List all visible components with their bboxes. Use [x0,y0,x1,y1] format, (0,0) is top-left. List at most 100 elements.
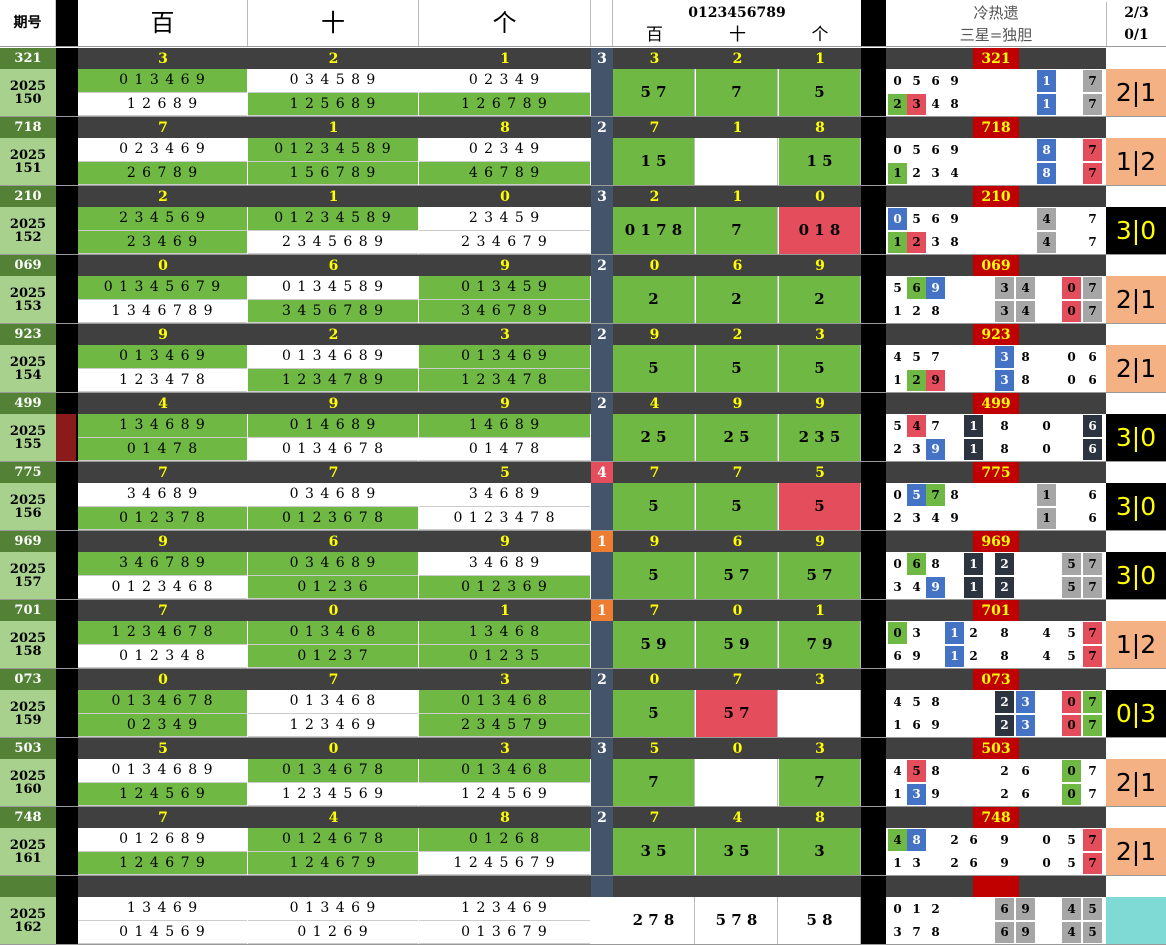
hot-cold-cell: 1 [888,369,907,391]
shi-candidate-upper: 0 1 3 4 6 8 [248,621,418,645]
digits-bar [613,186,861,207]
hot-cold-cell [1016,438,1035,460]
period-draw: 748 [0,807,56,828]
draw-bar [78,48,591,69]
hot-cold-cell [945,714,964,736]
hot-cold-cell: 5 [1062,829,1081,851]
row-rule [0,461,1166,462]
bai-candidate-upper: 1 3 4 6 9 [78,897,247,921]
ge-candidate-lower: 0 1 3 6 7 9 [419,920,590,944]
count-badge: 2 [591,669,613,690]
hot-cold-cell: 2 [995,553,1014,575]
position-ps: 5 7 [696,690,778,737]
shi-candidate-lower: 1 2 3 4 6 9 [248,713,418,737]
draw-badge: 503 [973,738,1019,759]
sub-digit-ge: 0 [815,188,825,205]
hot-cold-cell: 9 [926,369,945,391]
position-ps: 2 [696,276,778,323]
hot-cold-cell: 5 [1062,553,1081,575]
hot-cold-cell: 9 [995,852,1014,874]
hot-cold-cell [964,346,983,368]
hot-cold-cell: 0 [888,139,907,161]
hot-cold-cell [1062,93,1081,115]
sub-digit-ge: 9 [815,533,825,550]
period-year: 2025 [0,414,56,438]
bai-candidate-lower: 1 3 4 6 7 8 9 [78,299,247,323]
shi-candidate-lower: 1 2 3 4 7 8 9 [248,368,418,392]
hot-cold-cell: 4 [888,346,907,368]
hot-cold-cell [1016,139,1035,161]
hot-cold-cell [995,484,1014,506]
position-ps: 7 [696,207,778,254]
digits-bar [613,876,861,897]
row-rule [0,254,1166,255]
hot-cold-cell [1062,208,1081,230]
sub-digit-bai: 7 [649,464,660,481]
hot-cold-cell: 0 [888,898,907,920]
hot-cold-cell: 9 [926,714,945,736]
draw-badge: 073 [973,669,1019,690]
hot-cold-cell [1016,622,1035,644]
hot-cold-cell: 3 [1016,714,1035,736]
hot-cold-cell: 6 [926,208,945,230]
period-year: 2025 [0,138,56,162]
black-divider-right [861,324,886,393]
sub-digit-shi: 2 [732,326,743,343]
period-number: 153 [0,299,56,323]
row-rule [0,323,1166,324]
hot-cold-cell: 0 [1062,760,1081,782]
position-ps: 5 [696,345,778,392]
ge-candidate-lower: 3 4 6 7 8 9 [419,299,590,323]
count-slot [591,138,613,185]
sub-digit-bai: 3 [649,50,660,67]
period-draw: 718 [0,117,56,138]
sub-digit-ge: 8 [815,809,825,826]
hot-cold-cell: 2 [995,714,1014,736]
hot-cold-cell: 8 [1037,139,1056,161]
hot-cold-cell: 3 [995,369,1014,391]
hot-cold-cell: 2 [964,645,983,667]
bai-candidate-lower: 1 2 6 8 9 [78,92,247,116]
hot-cold-cell: 9 [926,438,945,460]
shi-candidate-upper: 0 1 3 4 6 8 9 [248,345,418,369]
count-slot [591,621,613,668]
period-draw: 969 [0,531,56,552]
draw-badge: 499 [973,393,1019,414]
header-rule [0,46,1166,47]
ge-candidate-lower: 1 2 6 7 8 9 [419,92,590,116]
hot-cold-cell: 7 [1083,231,1102,253]
period-number: 159 [0,713,56,737]
hot-cold-cell: 9 [945,507,964,529]
digits-bar [613,48,861,69]
hot-cold-cell [926,622,945,644]
count-slot [591,690,613,737]
black-divider-left [56,876,78,945]
shi-candidate-lower: 3 4 5 6 7 8 9 [248,299,418,323]
sub-digit-ge: 3 [815,671,825,688]
hot-cold-cell: 6 [1016,783,1035,805]
hot-cold-cell [945,553,964,575]
hot-cold-cell: 3 [888,576,907,598]
count-slot [591,207,613,254]
sub-digit-bai: 7 [649,119,660,136]
hot-cold-cell: 9 [926,576,945,598]
count-slot [591,897,613,944]
hot-cold-cell [1037,760,1056,782]
draw-digit-shi: 2 [328,50,339,67]
period-year: 2025 [0,759,56,783]
black-divider-right [861,807,886,876]
draw-bar [78,117,591,138]
sub-digit-bai: 7 [649,809,660,826]
ge-candidate-lower: 0 1 2 3 6 9 [419,575,590,599]
draw-digit-ge: 8 [500,119,510,136]
hot-cold-cell: 0 [1037,415,1056,437]
hot-cold-cell [995,231,1014,253]
black-divider-left [56,807,78,876]
hot-cold-cell: 3 [907,93,926,115]
period-year: 2025 [0,483,56,507]
hot-cold-cell [1037,576,1056,598]
position-pg: 3 [779,828,861,875]
hot-cold-cell: 0 [1062,714,1081,736]
bai-candidate-lower: 0 1 2 3 7 8 [78,506,247,530]
position-pb: 0 1 7 8 [613,207,695,254]
